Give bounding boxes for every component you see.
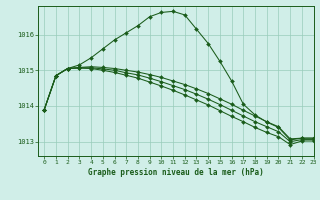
X-axis label: Graphe pression niveau de la mer (hPa): Graphe pression niveau de la mer (hPa)	[88, 168, 264, 177]
